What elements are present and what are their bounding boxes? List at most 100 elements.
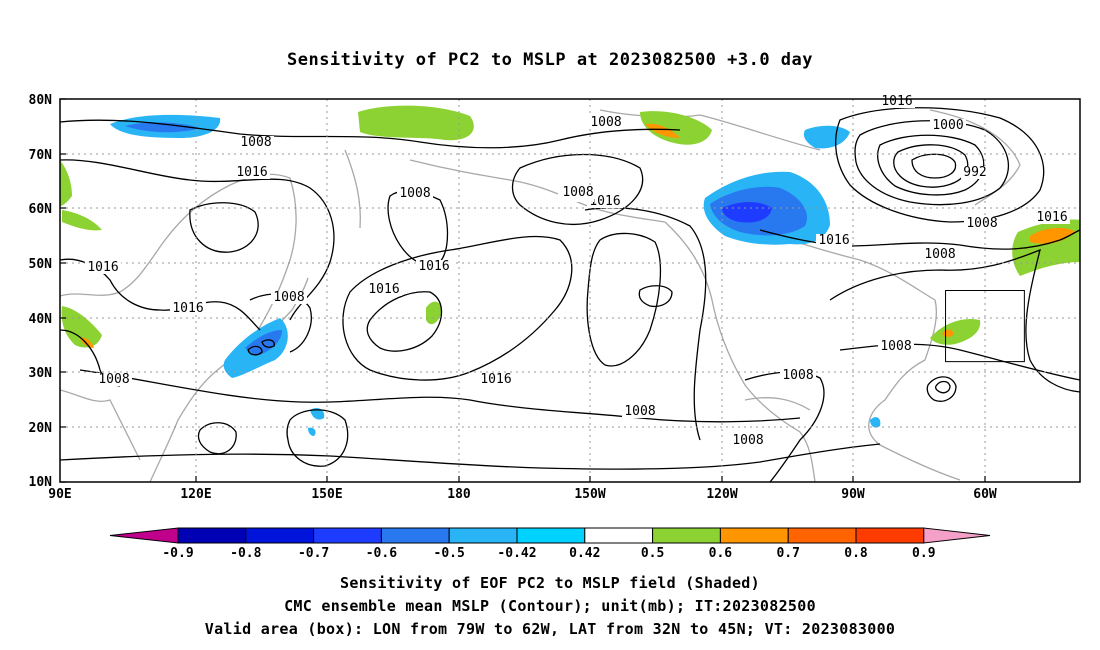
contour-asia-inner-1016 bbox=[189, 202, 259, 253]
colorbar-label: 0.6 bbox=[709, 546, 733, 561]
contour-labels: 1008101610161008101610081016100810161016… bbox=[85, 94, 1070, 448]
contour-label-background bbox=[1034, 211, 1070, 224]
contour-label: 1016 bbox=[418, 259, 449, 274]
contour-label-background bbox=[397, 187, 433, 200]
shade-negative-north-pacific-core bbox=[125, 122, 200, 133]
contour-label-background bbox=[588, 116, 624, 129]
footer-line-1: Sensitivity of EOF PC2 to MSLP field (Sh… bbox=[340, 574, 760, 592]
contour-label: 1008 bbox=[924, 247, 955, 262]
shade-positive-arctic-center-core bbox=[645, 123, 680, 138]
contour-label: 1016 bbox=[172, 301, 203, 316]
contour-label: 1016 bbox=[1036, 210, 1067, 225]
contour-label-background bbox=[730, 434, 766, 447]
contour-label-background bbox=[930, 119, 966, 132]
colorbar-min-triangle bbox=[109, 527, 179, 544]
lon-label: 150E bbox=[311, 487, 342, 502]
contour-east-pacific-small-1016 bbox=[638, 285, 673, 308]
contour-label: 1000 bbox=[932, 118, 963, 133]
colorbar-segment bbox=[448, 527, 518, 544]
colorbar-segment bbox=[787, 527, 857, 544]
contour-label-background bbox=[96, 373, 132, 386]
colorbar-label: 0.8 bbox=[844, 546, 868, 561]
contour-arctic-low-inner-1 bbox=[877, 134, 985, 196]
colorbar-label: -0.9 bbox=[162, 546, 193, 561]
contour-label: 1008 bbox=[590, 115, 621, 130]
contour-tropical-1016 bbox=[79, 369, 801, 423]
colorbar-label: -0.5 bbox=[434, 546, 465, 561]
lat-label: 70N bbox=[29, 148, 53, 163]
colorbar-label: -0.42 bbox=[497, 546, 536, 561]
colorbar-segment bbox=[177, 527, 247, 544]
contour-label: 992 bbox=[963, 165, 986, 180]
contour-label-background bbox=[964, 217, 1000, 230]
contour-label: 1008 bbox=[624, 404, 655, 419]
contour-label: 1016 bbox=[87, 260, 118, 275]
lon-label: 120W bbox=[706, 487, 737, 502]
contour-label-background bbox=[366, 283, 402, 296]
lat-label: 50N bbox=[29, 257, 53, 272]
contour-label-background bbox=[878, 340, 914, 353]
valid-area-box bbox=[945, 290, 1025, 363]
contour-label: 1008 bbox=[273, 290, 304, 305]
contour-label-background bbox=[816, 234, 852, 247]
latitude-labels: 80N 70N 60N 50N 40N 30N 20N 10N bbox=[29, 93, 53, 490]
contour-atlantic-loop-inner bbox=[934, 380, 951, 394]
map-grid bbox=[60, 99, 1080, 482]
colorbar-label: 0.7 bbox=[776, 546, 799, 561]
contour-pacific-1008 bbox=[387, 190, 449, 266]
shade-positive-west-asia-south bbox=[61, 306, 102, 348]
colorbar-segment bbox=[380, 527, 450, 544]
contour-east-pacific-1016 bbox=[584, 207, 707, 441]
lon-label: 60W bbox=[973, 487, 997, 502]
contour-label-background bbox=[922, 248, 958, 261]
contour-arctic-low-1008 bbox=[835, 107, 1045, 223]
shade-positive-north-atlantic-core bbox=[1030, 227, 1075, 244]
contour-asia-1016 bbox=[60, 159, 335, 321]
contour-label: 1008 bbox=[966, 216, 997, 231]
shade-negative-arctic-east bbox=[803, 125, 850, 149]
asia-south-coastline bbox=[60, 389, 141, 461]
colorbar-segment bbox=[855, 527, 925, 544]
contour-japan-low-2 bbox=[261, 339, 275, 348]
contour-tropical-loop-2-1008 bbox=[286, 409, 349, 467]
contour-label-background bbox=[780, 369, 816, 382]
contour-label: 1016 bbox=[480, 372, 511, 387]
shade-positive-atlantic-box-core bbox=[942, 329, 954, 337]
shade-negative-canada-core bbox=[722, 202, 772, 223]
shade-positive-arctic-west bbox=[358, 105, 474, 141]
plot-frame bbox=[59, 98, 1081, 483]
colorbar-label: 0.9 bbox=[912, 546, 935, 561]
contour-label-background bbox=[478, 373, 514, 386]
lon-label: 180 bbox=[447, 487, 471, 502]
contour-label-background bbox=[170, 302, 206, 315]
contour-label-background bbox=[560, 186, 596, 199]
colorbar: -0.9 -0.8 -0.7 -0.6 -0.5 -0.42 0.42 0.5 0.6 0.7 0.… bbox=[109, 527, 991, 561]
lon-label: 120E bbox=[180, 487, 211, 502]
contour-label-background bbox=[961, 166, 989, 179]
contour-label: 1016 bbox=[881, 94, 912, 109]
contour-label: 1016 bbox=[589, 194, 620, 209]
contour-pacific-outer-1008 bbox=[511, 153, 644, 226]
contour-atlantic-loop bbox=[926, 376, 957, 402]
map-plot-area bbox=[60, 99, 1080, 482]
colorbar-label: 0.42 bbox=[569, 546, 600, 561]
colorbar-label: -0.7 bbox=[298, 546, 329, 561]
contour-east-pacific-inner-1016 bbox=[586, 232, 662, 367]
colorbar-label: -0.8 bbox=[230, 546, 261, 561]
lon-label: 90E bbox=[48, 487, 71, 502]
sensitivity-shading bbox=[60, 105, 1080, 436]
lat-label: 60N bbox=[29, 202, 53, 217]
kamchatka-coastline bbox=[344, 149, 361, 229]
contour-atlantic-1016 bbox=[829, 248, 1080, 393]
contour-label-background bbox=[271, 291, 307, 304]
colorbar-segment bbox=[584, 527, 654, 544]
contour-label: 1008 bbox=[562, 185, 593, 200]
contour-label: 1008 bbox=[399, 186, 430, 201]
contour-arctic-low-992 bbox=[911, 153, 957, 179]
contour-japan-low bbox=[247, 345, 263, 356]
colorbar-label: -0.6 bbox=[366, 546, 397, 561]
contour-label: 1016 bbox=[236, 165, 267, 180]
colorbar-segment bbox=[652, 527, 721, 544]
lat-label: 10N bbox=[29, 475, 53, 490]
